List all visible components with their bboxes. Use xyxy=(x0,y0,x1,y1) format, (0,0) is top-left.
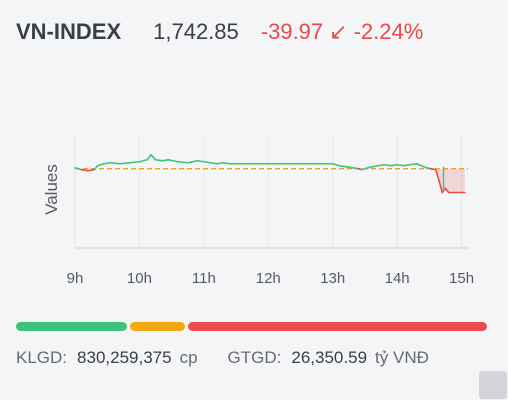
price-line-segment xyxy=(331,162,340,167)
turnover-label: GTGD: xyxy=(227,348,282,367)
declining-segment xyxy=(188,322,487,331)
price-line-segment xyxy=(338,164,347,168)
turnover-unit: tỷ VNĐ xyxy=(375,348,429,367)
intraday-chart: 9h 10h 11h 12h 13h 14h 15h Values xyxy=(42,135,474,287)
price-line-segment xyxy=(429,167,437,171)
price-line-segment xyxy=(150,154,157,161)
price-line-segment xyxy=(209,161,218,165)
price-line-segment xyxy=(396,163,405,167)
price-line-segment xyxy=(389,163,398,167)
y-axis-label: Values xyxy=(42,164,61,215)
x-tick-label: 9h xyxy=(67,270,84,287)
decline-area xyxy=(435,168,465,193)
price-line-segment xyxy=(203,160,212,164)
price-line-segment xyxy=(196,159,205,163)
price-line-segment xyxy=(434,168,440,182)
x-tick-label: 10h xyxy=(127,270,152,287)
down-arrow-icon: ↙ xyxy=(329,19,348,44)
price-line-segment xyxy=(74,166,83,171)
index-value: 1,742.85 xyxy=(153,19,239,44)
price-line-segment xyxy=(138,158,148,163)
price-line-segment xyxy=(377,163,386,167)
price-line-segment xyxy=(154,158,163,162)
x-tick-label: 12h xyxy=(256,270,281,287)
trading-stats: KLGD: 830,259,375 cp GTGD: 26,350.59 tỷ … xyxy=(16,346,498,370)
x-tick-label: 14h xyxy=(385,270,410,287)
index-change: -39.97 xyxy=(260,19,324,44)
price-line-segment xyxy=(186,159,199,164)
index-change-percent: -2.24% xyxy=(353,19,424,44)
price-line-segment xyxy=(367,164,379,169)
index-header: VN-INDEX 1,742.85 -39.97 ↙ -2.24% xyxy=(16,14,498,50)
price-line-segment xyxy=(96,162,105,167)
price-line-segment xyxy=(161,158,170,162)
price-line-segment xyxy=(438,179,444,194)
volume-label: KLGD: xyxy=(16,348,68,367)
market-breadth-bar xyxy=(16,322,487,331)
price-line-segment xyxy=(109,161,121,165)
price-line-segment xyxy=(93,164,99,171)
price-line-segment xyxy=(409,162,418,166)
price-line-segment xyxy=(119,161,131,165)
turnover-value: 26,350.59 xyxy=(291,348,368,367)
price-line-segment xyxy=(146,154,152,161)
price-line-segment xyxy=(87,168,96,172)
price-line-segment xyxy=(360,166,369,171)
index-name: VN-INDEX xyxy=(16,19,122,44)
price-line-segment xyxy=(167,158,179,163)
price-line-segment xyxy=(344,165,353,169)
advancing-segment xyxy=(16,322,127,331)
price-line-segment xyxy=(415,162,423,167)
x-tick-label: 11h xyxy=(192,270,216,287)
price-line-segment xyxy=(177,160,189,164)
volume-value: 830,259,375 xyxy=(77,348,172,367)
price-line-segment xyxy=(103,161,112,165)
price-line-segment xyxy=(215,161,224,165)
unchanged-segment xyxy=(129,322,186,331)
price-line-segment xyxy=(402,163,411,167)
volume-unit: cp xyxy=(179,348,198,367)
price-line-segment xyxy=(222,161,231,165)
price-line-segment xyxy=(351,166,360,170)
price-line-segment xyxy=(80,168,89,172)
price-line-segment xyxy=(420,164,427,169)
x-tick-label: 15h xyxy=(449,270,474,287)
price-line-segment xyxy=(444,187,450,194)
scrollbar-thumb[interactable] xyxy=(479,371,507,399)
price-line-segment xyxy=(383,163,392,167)
price-line-segment xyxy=(128,160,141,164)
x-tick-label: 13h xyxy=(320,270,345,287)
